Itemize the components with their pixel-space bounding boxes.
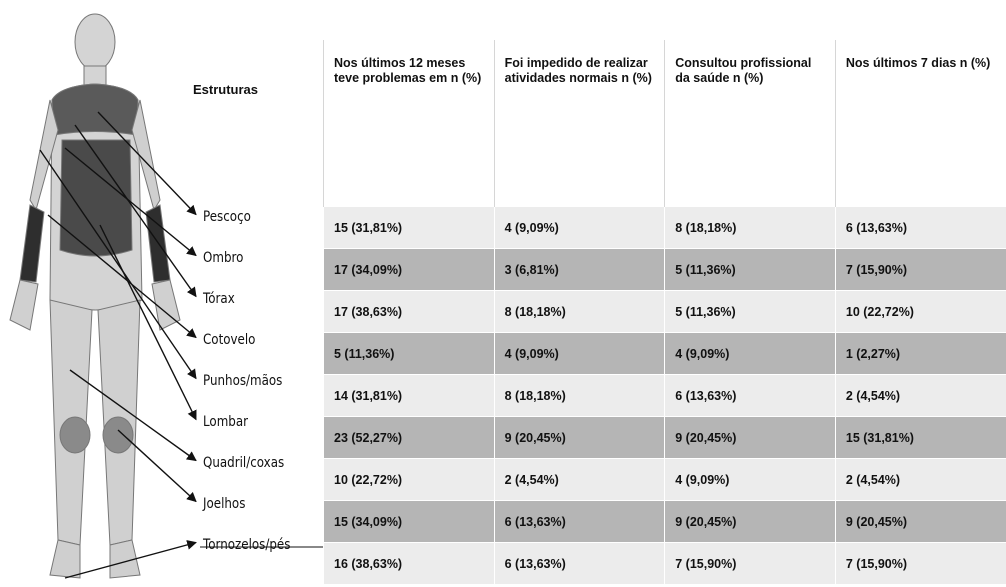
structure-label: Joelhos [203, 495, 246, 512]
table-row: 15 (31,81%) 4 (9,09%) 8 (18,18%) 6 (13,63%) [323, 206, 1006, 249]
table-cell: 15 (34,09%) [323, 500, 495, 543]
pointer-arrow [69, 369, 197, 462]
table-cell: 5 (11,36%) [664, 290, 836, 333]
table-cell: 10 (22,72%) [834, 290, 1006, 333]
structure-label: Lombar [203, 413, 248, 430]
data-table: Nos últimos 12 meses teve problemas em n… [323, 40, 1006, 584]
table-row: 23 (52,27%) 9 (20,45%) 9 (20,45%) 15 (31,81… [323, 416, 1006, 459]
structure-label: Quadril/coxas [203, 454, 285, 471]
table-row: 14 (31,81%) 8 (18,18%) 6 (13,63%) 2 (4,54%) [323, 374, 1006, 417]
body-figure [9, 13, 323, 579]
structure-label: Cotovelo [203, 331, 256, 348]
table-cell: 2 (4,54%) [834, 374, 1006, 417]
table-cell: 5 (11,36%) [323, 332, 495, 375]
table-cell: 10 (22,72%) [323, 458, 495, 501]
structure-label: Tornozelos/pés [203, 536, 291, 553]
structure-label: Punhos/mãos [203, 372, 283, 389]
pointer-arrow [74, 124, 197, 298]
column-header: Nos últimos 7 dias n (%) [834, 40, 1006, 207]
table-cell: 16 (38,63%) [323, 542, 495, 584]
table-cell: 4 (9,09%) [664, 458, 836, 501]
table-row: 15 (34,09%) 6 (13,63%) 9 (20,45%) 9 (20,45%… [323, 500, 1006, 543]
arrows [39, 111, 197, 579]
pointer-arrow [64, 147, 197, 257]
table-cell: 9 (20,45%) [664, 500, 836, 543]
table-cell: 9 (20,45%) [664, 416, 836, 459]
table-row: 16 (38,63%) 6 (13,63%) 7 (15,90%) 7 (15,90%… [323, 542, 1006, 584]
pointer-arrow [64, 540, 197, 579]
table-row: 5 (11,36%) 4 (9,09%) 4 (9,09%) 1 (2,27%) [323, 332, 1006, 375]
table-cell: 5 (11,36%) [664, 248, 836, 291]
table-cell: 17 (34,09%) [323, 248, 495, 291]
header-row: Nos últimos 12 meses teve problemas em n… [323, 40, 1006, 207]
table-cell: 17 (38,63%) [323, 290, 495, 333]
table-cell: 8 (18,18%) [493, 290, 665, 333]
table-cell: 9 (20,45%) [493, 416, 665, 459]
table-cell: 4 (9,09%) [493, 206, 665, 249]
structure-label: Ombro [203, 249, 244, 266]
pointer-arrow [97, 111, 197, 216]
table-cell: 15 (31,81%) [834, 416, 1006, 459]
table-row: 10 (22,72%) 2 (4,54%) 4 (9,09%) 2 (4,54%) [323, 458, 1006, 501]
table-cell: 6 (13,63%) [664, 374, 836, 417]
table-cell: 15 (31,81%) [323, 206, 495, 249]
structure-label: Pescoço [203, 208, 251, 225]
structure-label: Tórax [203, 290, 235, 307]
column-header: Foi impedido de realizar atividades norm… [493, 40, 665, 207]
table-cell: 7 (15,90%) [834, 542, 1006, 584]
table-cell: 8 (18,18%) [493, 374, 665, 417]
pointer-arrow [47, 214, 197, 339]
pointer-arrow [39, 149, 197, 380]
table-cell: 8 (18,18%) [664, 206, 836, 249]
pointer-arrow [117, 429, 197, 503]
pointer-arrow [99, 224, 197, 421]
table-cell: 3 (6,81%) [493, 248, 665, 291]
table-cell: 14 (31,81%) [323, 374, 495, 417]
table-row: 17 (34,09%) 3 (6,81%) 5 (11,36%) 7 (15,90%) [323, 248, 1006, 291]
structures-header: Estruturas [193, 82, 259, 97]
table-cell: 2 (4,54%) [834, 458, 1006, 501]
table-cell: 9 (20,45%) [834, 500, 1006, 543]
table-cell: 4 (9,09%) [493, 332, 665, 375]
column-header: Nos últimos 12 meses teve problemas em n… [323, 40, 495, 207]
table-row: 17 (38,63%) 8 (18,18%) 5 (11,36%) 10 (22,72… [323, 290, 1006, 333]
column-header: Consultou profissional da saúde n (%) [664, 40, 836, 207]
table-cell: 1 (2,27%) [834, 332, 1006, 375]
table-cell: 23 (52,27%) [323, 416, 495, 459]
table-cell: 6 (13,63%) [493, 542, 665, 584]
table-cell: 7 (15,90%) [834, 248, 1006, 291]
body-silhouette [9, 13, 181, 579]
table-cell: 6 (13,63%) [834, 206, 1006, 249]
table-body: 15 (31,81%) 4 (9,09%) 8 (18,18%) 6 (13,63%)… [323, 206, 1006, 584]
table-cell: 2 (4,54%) [493, 458, 665, 501]
table-cell: 6 (13,63%) [493, 500, 665, 543]
table-cell: 7 (15,90%) [664, 542, 836, 584]
table-cell: 4 (9,09%) [664, 332, 836, 375]
